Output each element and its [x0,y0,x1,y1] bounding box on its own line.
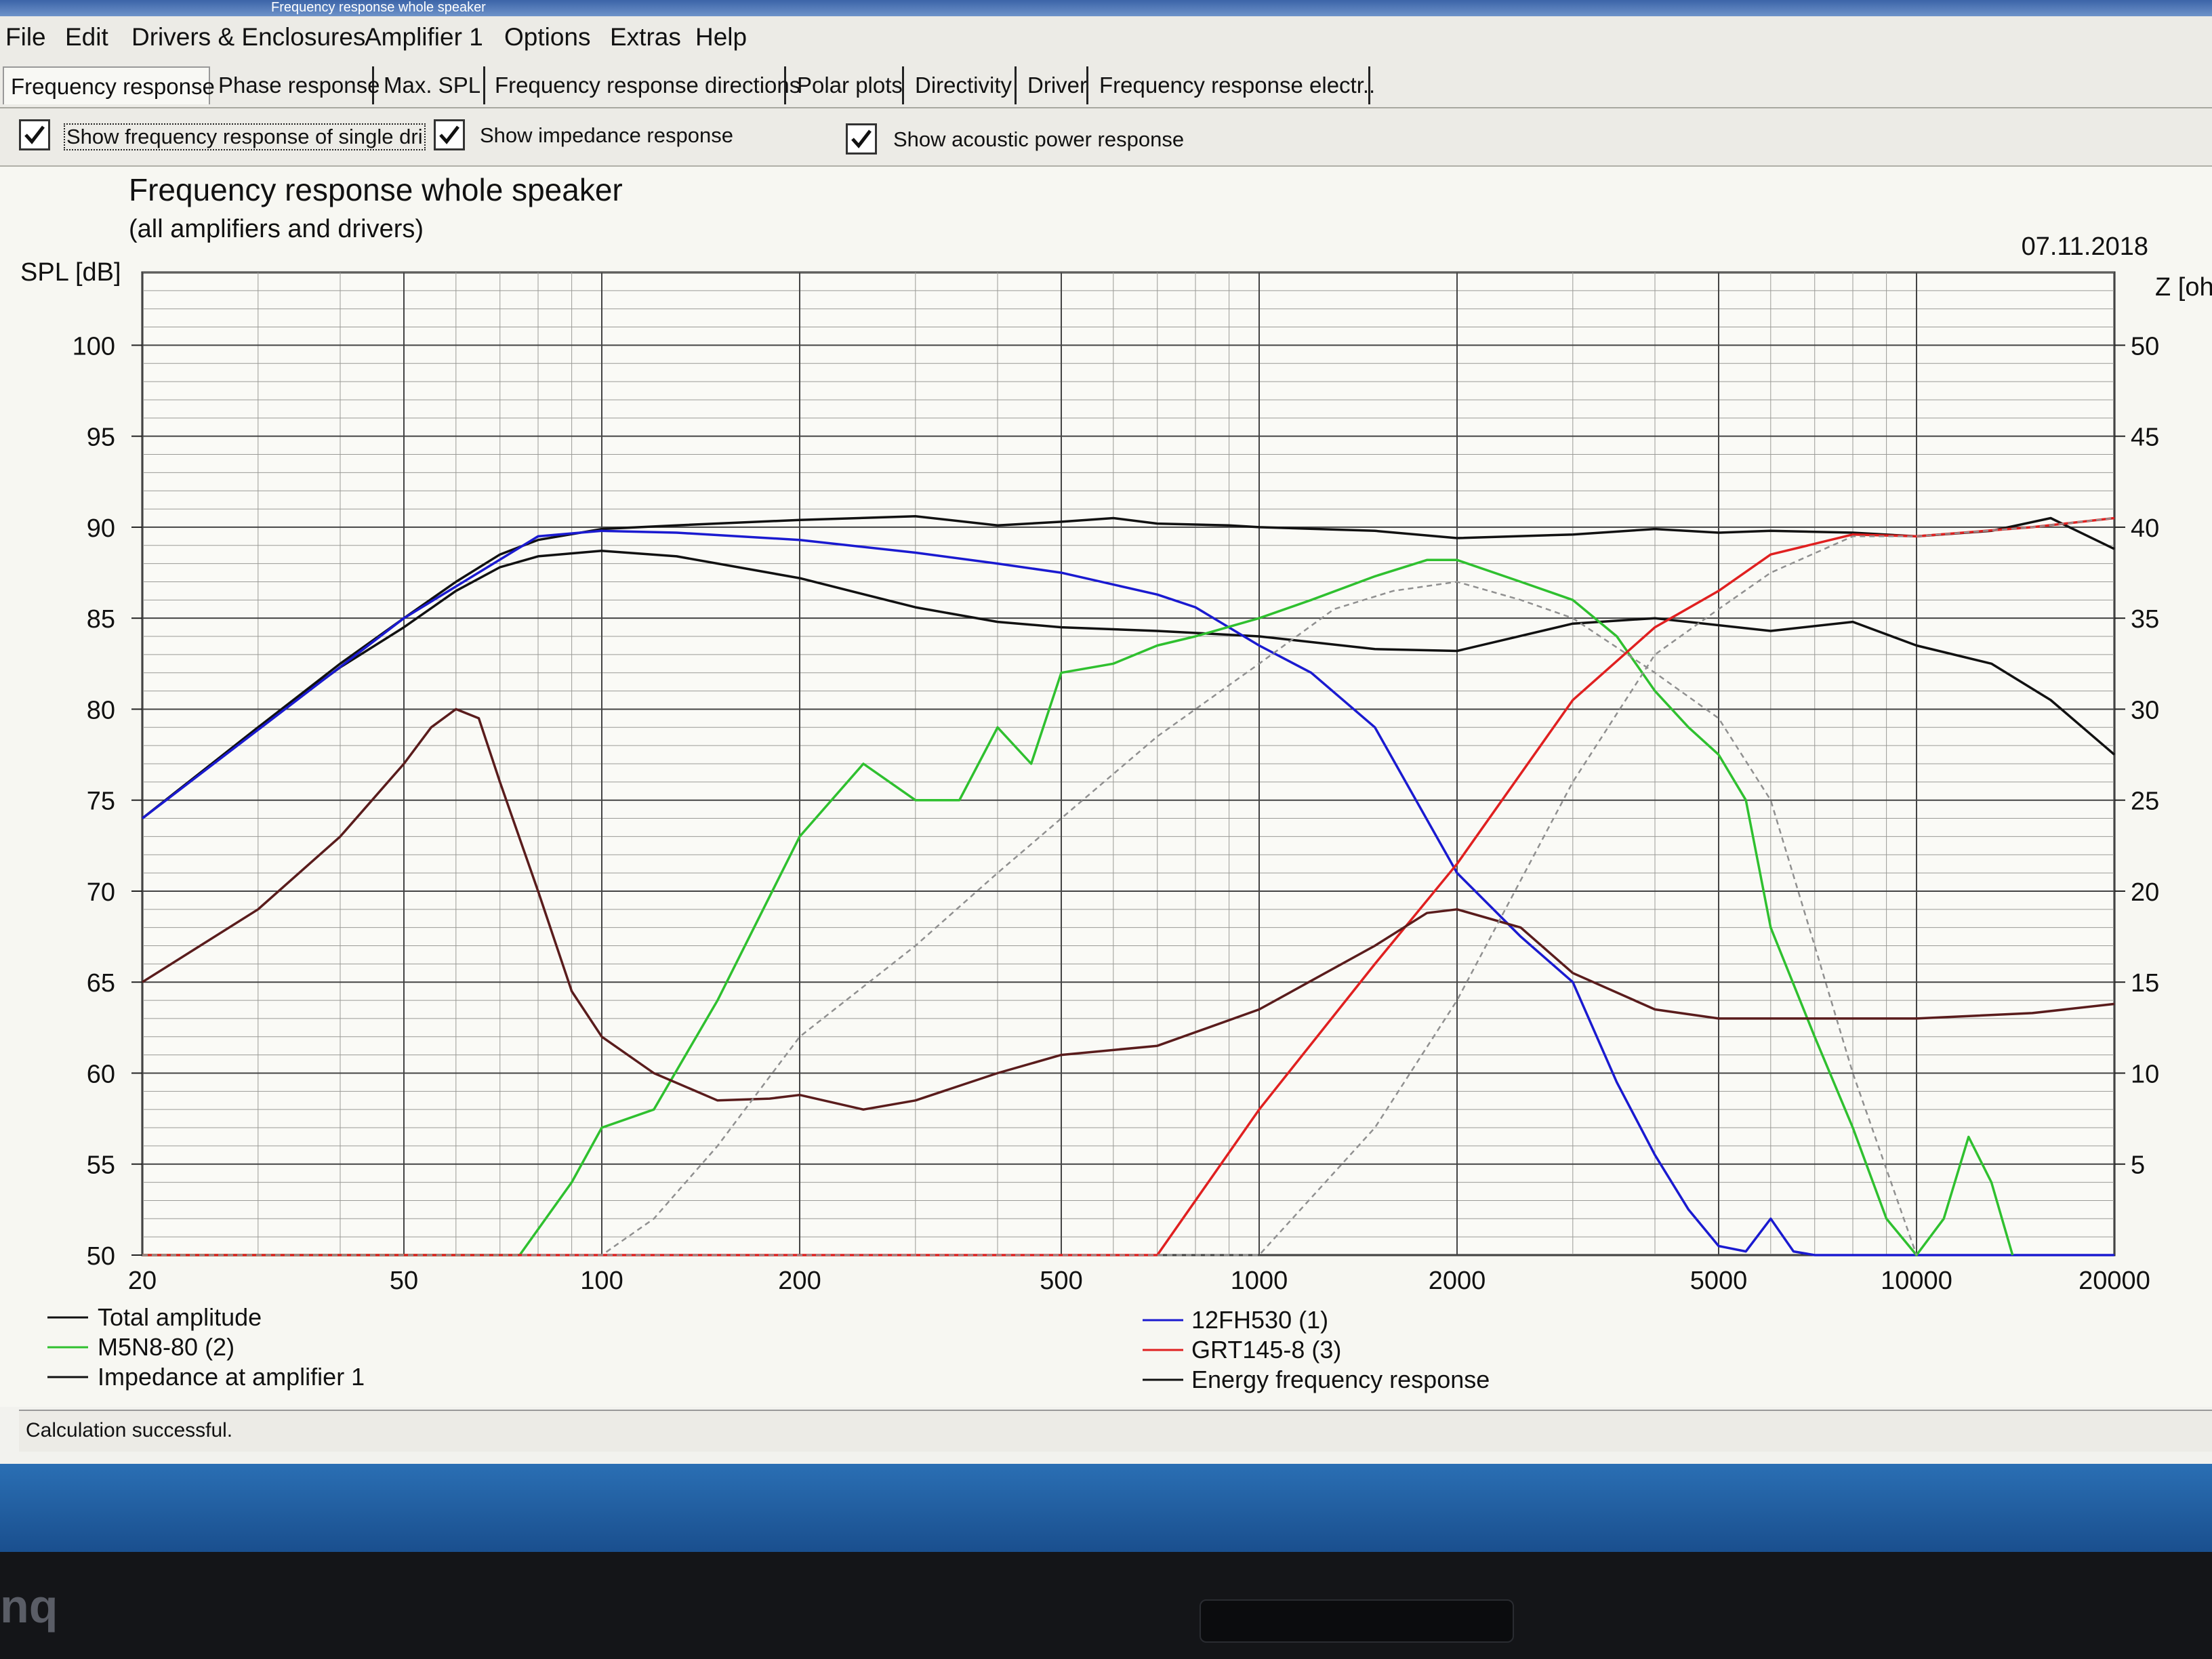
checkmark-icon [851,129,872,148]
x-tick-label: 20000 [2078,1267,2150,1295]
tab-phase-response[interactable]: Phase response [211,66,380,104]
y-tick-label: 90 [87,514,115,543]
y-tick-label: 50 [87,1242,115,1271]
checkbox-impedance[interactable] [434,119,465,150]
label-single-drivers[interactable]: Show frequency response of single dri [64,123,426,150]
y2-tick-label: 30 [2131,696,2159,724]
app-window: Frequency response whole speaker File Ed… [0,0,2212,1464]
x-tick-label: 100 [580,1267,623,1295]
y2-tick-label: 15 [2131,969,2159,998]
y-tick-label: 75 [87,787,115,816]
y-tick-label: 55 [87,1151,115,1180]
tab-polar-plots[interactable]: Polar plots [790,66,904,104]
y2-tick-label: 10 [2131,1060,2159,1088]
menu-options[interactable]: Options [504,23,591,51]
x-tick-label: 20 [128,1267,157,1295]
title-bar: Frequency response whole speaker [0,0,2212,16]
tab-frequency-response-directions[interactable]: Frequency response directions [488,66,800,104]
series-line-reference-6 [142,517,2115,1256]
series-line-m5n8-80-2 [142,558,2014,1256]
y-tick-label: 80 [87,696,115,724]
chart-date: 07.11.2018 [2022,232,2148,261]
status-text: Calculation successful. [26,1419,233,1441]
x-tick-label: 500 [1040,1267,1082,1295]
options-bar: Show frequency response of single dri Sh… [0,108,2212,167]
legend-label: 12FH530 (1) [1191,1306,1328,1334]
y2-tick-label: 25 [2131,787,2159,816]
label-acoustic-power[interactable]: Show acoustic power response [893,127,1185,151]
tab-max-spl[interactable]: Max. SPL [377,66,485,104]
y-tick-label: 85 [87,605,115,634]
desktop-taskbar-area [0,1464,2212,1552]
series-line-12fh530-1 [141,529,2114,1256]
tab-directivity[interactable]: Directivity [908,66,1017,104]
frequency-response-chart[interactable]: 50 55 60 65 70 75 80 85 90 95 100 5 10 15 20 25 30 35 40 45… [0,167,2212,1407]
window-title: Frequency response whole speaker [271,0,486,15]
x-tick-label: 5000 [1690,1267,1748,1295]
menu-help[interactable]: Help [695,23,747,51]
legend-label: GRT145-8 (3) [1191,1336,1341,1364]
monitor-slot [1200,1599,1514,1643]
checkmark-icon [24,125,45,144]
monitor-bezel [0,1552,2212,1659]
menu-edit[interactable]: Edit [65,23,108,51]
y-tick-label: 70 [87,878,115,907]
legend-label: Energy frequency response [1191,1366,1490,1393]
monitor-logo: nq [0,1580,58,1633]
x-tick-label: 50 [390,1267,418,1295]
series-line-reference-7 [142,581,1918,1256]
tab-driver[interactable]: Driver [1021,66,1088,104]
y-tick-label: 95 [87,424,115,452]
series-line-energy-frequency-response [141,550,2116,819]
series-line-total-amplitude [141,515,2115,819]
checkbox-single-drivers[interactable] [19,119,50,150]
y-tick-label: 100 [73,332,115,361]
x-tick-label: 1000 [1231,1267,1288,1295]
tab-bar: Frequency response Phase response Max. S… [0,64,2212,108]
checkbox-acoustic-power[interactable] [846,123,877,155]
x-tick-label: 10000 [1881,1267,1952,1295]
y-tick-label: 60 [87,1060,115,1088]
menu-file[interactable]: File [5,23,46,51]
y2-tick-label: 35 [2131,605,2159,634]
y2-tick-label: 45 [2131,424,2159,452]
chart-title: Frequency response whole speaker [129,172,623,207]
y2-tick-label: 50 [2131,332,2159,361]
legend-label: Total amplitude [98,1303,262,1331]
tab-frequency-response[interactable]: Frequency response [3,66,215,104]
y2-tick-label: 40 [2131,514,2159,543]
y2-tick-label: 5 [2131,1151,2145,1180]
checkmark-icon [439,125,459,144]
menu-extras[interactable]: Extras [610,23,681,51]
y2-axis-label: Z [oh [2155,273,2212,302]
status-bar: Calculation successful. [19,1410,2212,1452]
label-impedance[interactable]: Show impedance response [480,123,733,147]
y-tick-label: 65 [87,969,115,998]
y-axis-label: SPL [dB] [20,258,121,287]
tab-frequency-response-electr[interactable]: Frequency response electr.. [1092,66,1375,104]
plot-pane: 50 55 60 65 70 75 80 85 90 95 100 5 10 15 20 25 30 35 40 45… [0,167,2212,1407]
legend-label: Impedance at amplifier 1 [98,1363,365,1391]
x-tick-label: 2000 [1429,1267,1486,1295]
series-line-impedance-at-amplifier-1 [142,708,2115,1111]
menu-bar: File Edit Drivers & Enclosures Amplifier… [0,16,2212,64]
menu-amplifier-1[interactable]: Amplifier 1 [365,23,483,51]
legend-label: M5N8-80 (2) [98,1333,234,1361]
x-tick-label: 200 [778,1267,821,1295]
y2-tick-label: 20 [2131,878,2159,907]
menu-drivers-enclosures[interactable]: Drivers & Enclosures [131,23,366,51]
chart-subtitle: (all amplifiers and drivers) [129,215,424,243]
